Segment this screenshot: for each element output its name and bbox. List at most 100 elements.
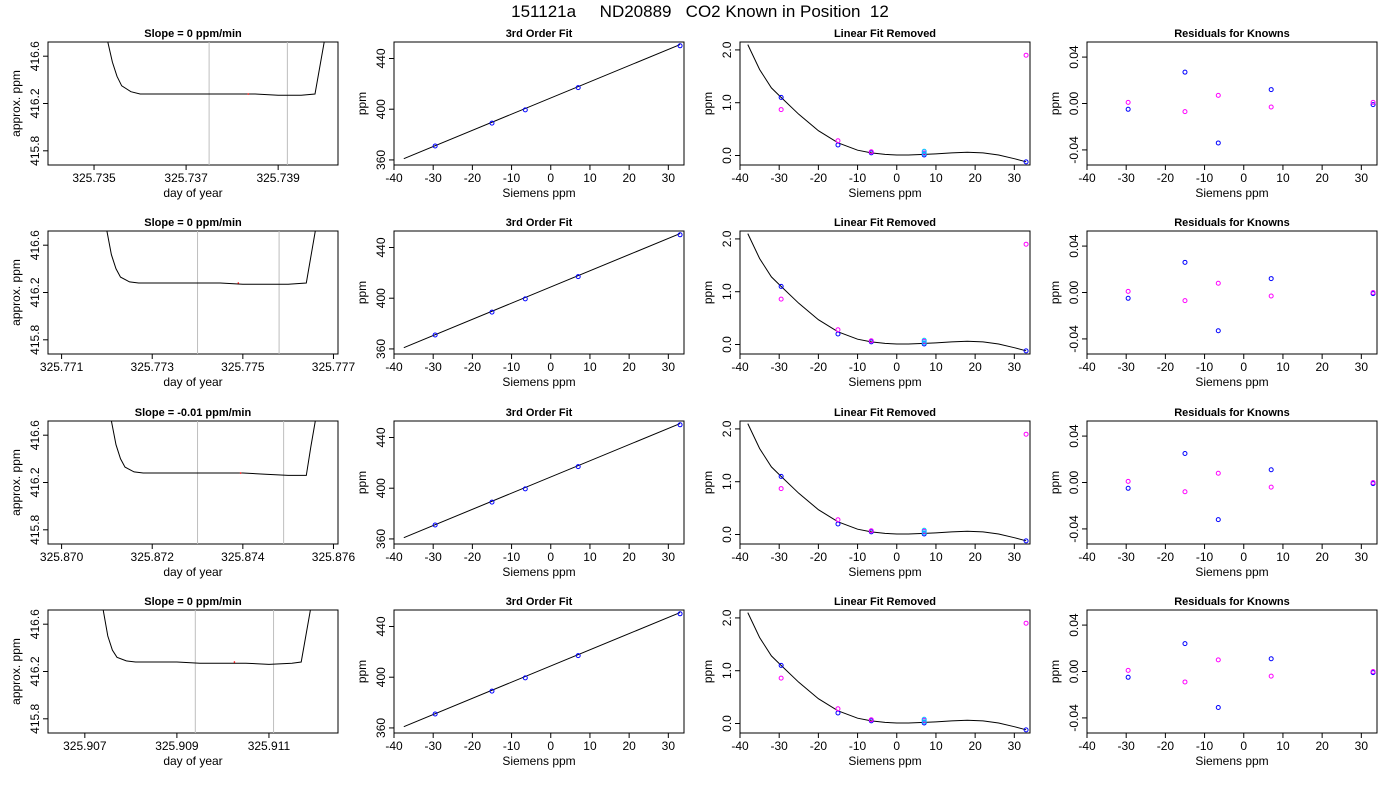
- panel-time-series-row2: Slope = 0 ppm/min 325.771 325.773 325.775 32…: [9, 217, 355, 389]
- x-tick-label: -20: [464, 171, 482, 185]
- x-tick-label: -20: [464, 739, 482, 753]
- y-tick-label: 415.8: [28, 703, 42, 733]
- panel-fit-row4: 3rd Order Fit -40 -30 -20 -10 0 10 20 30 360 400 44…: [355, 596, 685, 768]
- y-tick-label: 0.00: [1067, 470, 1081, 494]
- data-point-cyan: [921, 530, 927, 536]
- x-tick-label: 0: [893, 739, 900, 753]
- x-tick-label: 30: [662, 739, 676, 753]
- x-tick-label: 10: [1276, 171, 1290, 185]
- x-tick-label: 30: [1008, 739, 1022, 753]
- data-point: [677, 611, 683, 617]
- panel-title: Slope = 0 ppm/min: [144, 28, 242, 40]
- data-point-magenta: [1215, 657, 1221, 663]
- data-point-magenta: [1215, 470, 1221, 476]
- y-axis-label: approx. ppm: [9, 638, 23, 705]
- x-tick-label: -20: [1157, 739, 1175, 753]
- data-point-magenta: [1215, 92, 1221, 98]
- data-point-magenta: [835, 517, 841, 523]
- x-axis-label: day of year: [163, 375, 222, 389]
- data-point: [432, 711, 438, 717]
- y-tick-label: 2.0: [720, 609, 734, 626]
- data-point-blue: [1268, 467, 1274, 473]
- x-tick-label: -30: [771, 739, 789, 753]
- panel-title: Residuals for Knowns: [1174, 28, 1290, 40]
- data-point: [522, 675, 528, 681]
- data-point-cyan: [921, 148, 927, 154]
- data-point-magenta: [1370, 99, 1376, 105]
- x-axis-label: Siemens ppm: [502, 565, 575, 579]
- y-axis-label: ppm: [1048, 660, 1062, 683]
- panel-residuals-row3: Residuals for Knowns -40 -30 -20 -10 0 10 20 30 -…: [1048, 407, 1378, 579]
- x-tick-label: 10: [583, 550, 597, 564]
- x-tick-label: -40: [1078, 360, 1096, 374]
- plot-frame: [1086, 41, 1378, 166]
- data-point-magenta: [868, 528, 874, 534]
- x-tick-label: 325.737: [164, 171, 208, 185]
- x-tick-label: -10: [1196, 360, 1214, 374]
- data-point-magenta: [1268, 484, 1274, 490]
- x-tick-label: 325.876: [312, 550, 356, 564]
- panel-title: Slope = 0 ppm/min: [144, 217, 242, 229]
- data-point: [677, 232, 683, 238]
- data-point-magenta: [1125, 667, 1131, 673]
- fit-line: [403, 233, 681, 349]
- x-tick-label: -20: [464, 360, 482, 374]
- data-point-magenta: [778, 107, 784, 113]
- x-tick-label: -30: [1118, 171, 1136, 185]
- x-tick-label: 30: [1355, 739, 1369, 753]
- data-point: [522, 486, 528, 492]
- data-point-magenta: [1370, 290, 1376, 295]
- x-tick-label: 325.872: [131, 550, 175, 564]
- x-tick-label: -40: [385, 360, 403, 374]
- plot-area: [102, 610, 311, 733]
- y-axis-label: approx. ppm: [9, 70, 23, 137]
- series-line: [110, 421, 316, 476]
- x-tick-label: 20: [1315, 739, 1329, 753]
- y-tick-label: 415.8: [28, 135, 42, 165]
- plot-area: [747, 233, 1029, 354]
- x-tick-label: 325.739: [256, 171, 300, 185]
- y-tick-label: 1.0: [720, 94, 734, 111]
- data-point-blue: [1125, 106, 1131, 112]
- y-tick-label: 0.04: [1067, 234, 1081, 258]
- x-tick-label: 0: [1240, 171, 1247, 185]
- y-tick-label: 416.2: [28, 467, 42, 497]
- y-axis-label: ppm: [1048, 471, 1062, 494]
- data-point-blue: [1023, 538, 1029, 544]
- x-tick-label: -40: [1078, 550, 1096, 564]
- data-point-blue: [1268, 276, 1274, 282]
- data-point-blue: [778, 473, 784, 479]
- y-tick-label: 415.8: [28, 514, 42, 544]
- y-tick-label: 0.0: [720, 715, 734, 732]
- data-point-blue: [1215, 704, 1221, 710]
- data-point: [677, 43, 683, 49]
- x-tick-label: 10: [929, 360, 943, 374]
- mean-marker: [237, 282, 240, 284]
- x-tick-label: -10: [1196, 550, 1214, 564]
- data-point: [575, 274, 581, 280]
- plot-frame: [47, 230, 339, 355]
- data-point: [575, 653, 581, 659]
- x-tick-label: 0: [1240, 739, 1247, 753]
- y-tick-label: 0.0: [720, 526, 734, 543]
- x-tick-label: 10: [929, 550, 943, 564]
- fit-curve: [747, 612, 1027, 731]
- x-tick-label: -40: [385, 171, 403, 185]
- panel-fit-row3: 3rd Order Fit -40 -30 -20 -10 0 10 20 30 360 400 44…: [355, 407, 685, 579]
- fit-curve: [747, 44, 1027, 163]
- panel-title: Residuals for Knowns: [1174, 596, 1290, 608]
- x-tick-label: -10: [849, 739, 867, 753]
- plot-area: [747, 44, 1029, 165]
- x-tick-label: -10: [503, 360, 521, 374]
- fit-line: [403, 612, 681, 728]
- x-tick-label: -20: [810, 360, 828, 374]
- x-tick-label: -30: [1118, 360, 1136, 374]
- data-point-magenta: [835, 706, 841, 712]
- x-tick-label: 30: [1355, 550, 1369, 564]
- y-axis-label: ppm: [355, 471, 369, 494]
- panel-time-series-row1: Slope = 0 ppm/min 325.735 325.737 325.739 41…: [9, 28, 339, 200]
- y-tick-label: 416.6: [28, 609, 42, 639]
- data-point-magenta: [1125, 478, 1131, 484]
- x-tick-label: 10: [1276, 739, 1290, 753]
- x-tick-label: 20: [968, 739, 982, 753]
